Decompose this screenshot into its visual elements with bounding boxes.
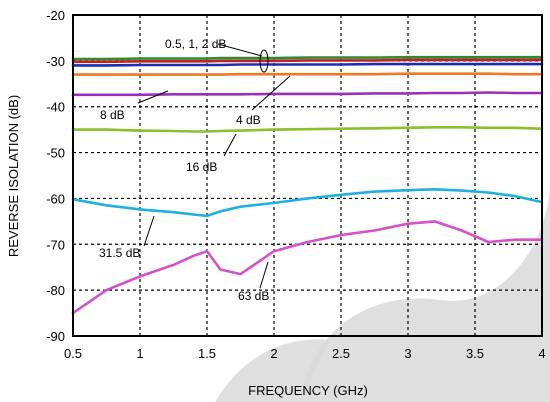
y-tick-label: -20 [46,8,65,23]
leader-line-4db [251,75,291,111]
series-line-8-db [71,91,544,97]
series-line-63-db [71,220,544,315]
annotation-8-db: 8 dB [100,108,125,122]
series-group [71,55,544,315]
x-tick-label: 1.5 [198,346,216,361]
y-tick-label: -60 [46,191,65,206]
series-line-2-db [71,62,544,67]
y-tick-label: -90 [46,329,65,344]
y-tick-label: -70 [46,237,65,252]
leader-line-0-5-1-2 [217,43,263,57]
y-tick-label: -80 [46,283,65,298]
x-axis-title: FREQUENCY (GHz) [248,383,368,398]
leader-line-63db [259,261,269,289]
y-tick-label: -40 [46,100,65,115]
x-tick-labels: 0.5 1 1.5 2 2.5 3 3.5 4 [64,346,546,361]
y-tick-labels: -90 -80 -70 -60 -50 -40 -30 -20 [46,8,65,344]
x-tick-label: 1 [136,346,143,361]
series-line-31-5-db [71,188,544,218]
series-line-1-db [71,58,544,64]
plot-frame [72,14,543,337]
series-line-0-5-db [71,55,544,61]
watermark-logo [215,180,550,402]
x-tick-label: 2.5 [332,346,350,361]
ellipse-marker [259,49,269,73]
annotation-16-db: 16 dB [186,160,217,174]
annotation-group: 0.5, 1, 2 dB 4 dB 8 dB 16 dB 31.5 dB 63 … [99,37,291,303]
x-tick-label: 4 [538,346,545,361]
y-tick-label: -30 [46,54,65,69]
x-tick-label: 3 [404,346,411,361]
annotation-0-5-1-2-db: 0.5, 1, 2 dB [165,37,226,51]
annotation-63-db: 63 dB [238,289,269,303]
x-tick-label: 0.5 [64,346,82,361]
leader-line-31-5db [143,215,155,247]
y-axis-title: REVERSE ISOLATION (dB) [6,95,21,257]
x-tick-label: 2 [270,346,277,361]
annotation-31-5-db: 31.5 dB [99,246,140,260]
series-line-4-db [71,72,544,76]
annotation-4-db: 4 dB [236,113,261,127]
x-tick-label: 3.5 [466,346,484,361]
leader-line-16db [223,133,237,157]
series-line-16-db [71,126,544,133]
leader-line-8db [137,90,169,104]
y-tick-label: -50 [46,146,65,161]
